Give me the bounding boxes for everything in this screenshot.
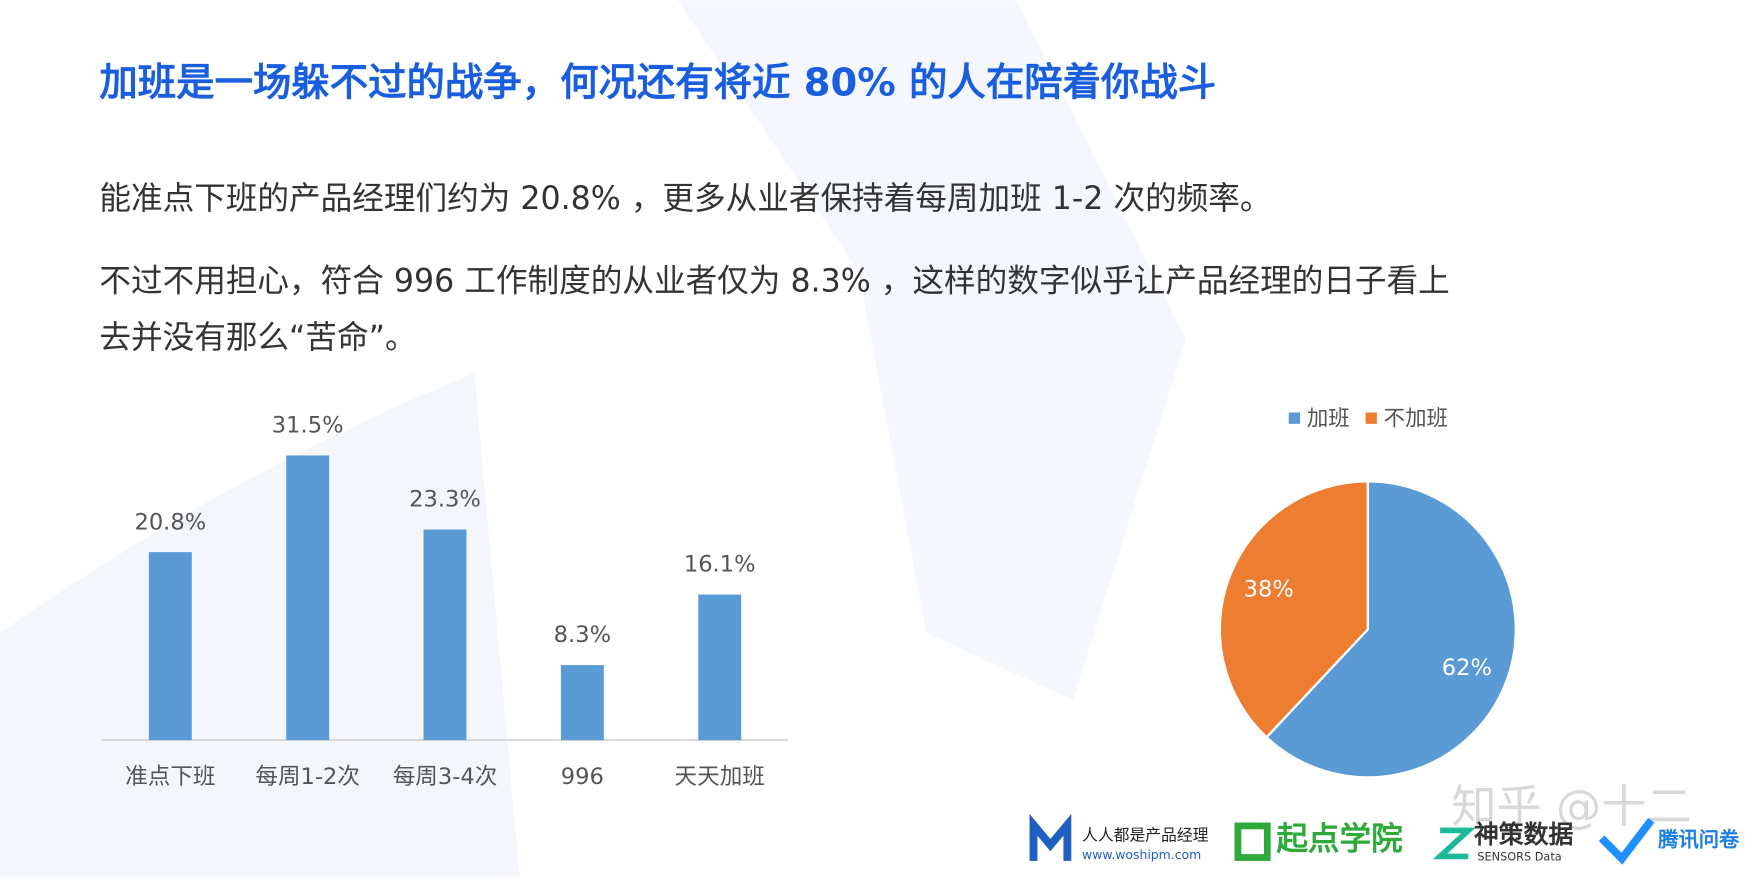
logo-text: 神策数据: [1474, 820, 1573, 849]
logo-text: SENSORS Data: [1477, 851, 1561, 864]
background-shape: [0, 372, 520, 877]
bar: [148, 552, 192, 741]
logo-text: 人人都是产品经理: [1082, 826, 1209, 845]
data-label: 62%: [1442, 655, 1492, 681]
logo-text: 起点学院: [1276, 821, 1403, 858]
logo-icon: [1432, 827, 1476, 860]
paragraph-line: 能准点下班的产品经理们约为 20.8% ，更多从业者保持着每周加班 1-2 次的…: [99, 181, 1271, 217]
x-tick-label: 准点下班: [125, 764, 215, 790]
data-label: 16.1%: [684, 552, 756, 578]
legend-swatch: [1288, 412, 1301, 424]
paragraph-line: 不过不用担心，符合 996 工作制度的从业者仅为 8.3% ，这样的数字似乎让产…: [99, 264, 1449, 300]
bar: [698, 594, 742, 741]
data-label: 23.3%: [409, 487, 481, 513]
x-tick-label: 每周1-2次: [255, 764, 360, 790]
data-label: 31.5%: [272, 413, 344, 439]
logo-text: www.woshipm.com: [1082, 847, 1201, 862]
legend-swatch: [1365, 412, 1377, 424]
bar: [423, 529, 467, 741]
x-tick-label: 996: [561, 764, 604, 790]
legend-label: 加班: [1307, 406, 1350, 431]
bar: [560, 665, 604, 741]
x-tick-label: 天天加班: [675, 764, 765, 790]
data-label: 20.8%: [134, 509, 206, 535]
bar: [286, 455, 330, 741]
data-label: 8.3%: [554, 622, 611, 648]
background-shape: [677, 0, 1186, 701]
logo-icon: [1234, 822, 1271, 861]
logo-icon: [1598, 817, 1655, 865]
x-tick-label: 每周3-4次: [393, 764, 498, 790]
paragraph-line: 去并没有那么“苦命”。: [99, 320, 416, 356]
logo-icon: [1029, 813, 1072, 861]
data-label: 38%: [1244, 577, 1294, 603]
title: 加班是一场躲不过的战争，何况还有将近 80% 的人在陪着你战斗: [99, 60, 1216, 105]
logo-text: 腾讯问卷: [1657, 828, 1740, 852]
pie-slice: [1264, 480, 1517, 779]
pie-slice: [1218, 480, 1369, 739]
legend-label: 不加班: [1384, 406, 1448, 431]
